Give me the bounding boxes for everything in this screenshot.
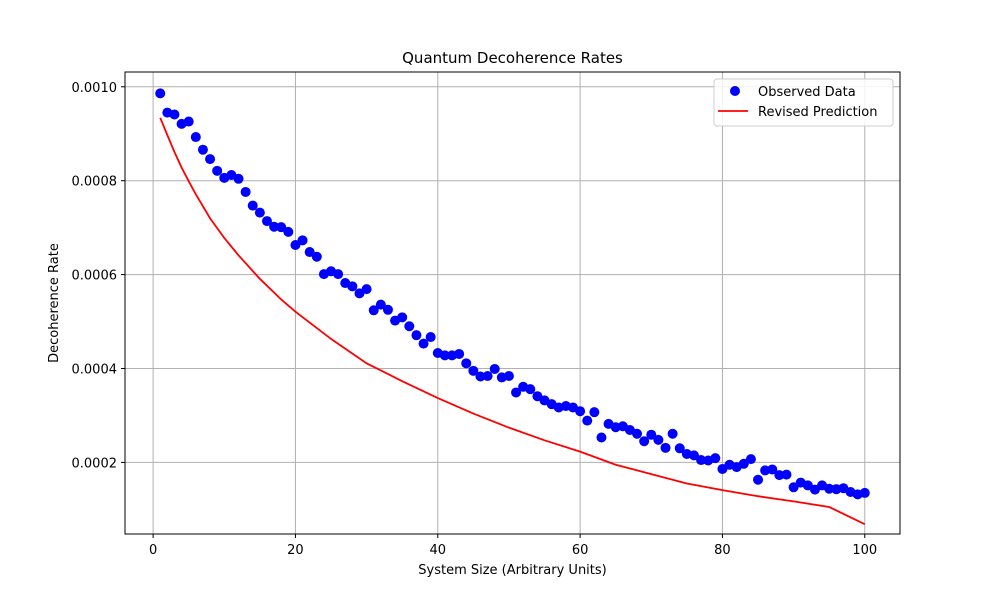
x-axis-label: System Size (Arbitrary Units) <box>418 563 607 578</box>
y-tick-label: 0.0002 <box>72 456 118 471</box>
legend: Observed Data Revised Prediction <box>713 78 894 127</box>
data-point <box>632 428 643 439</box>
data-point <box>304 247 315 258</box>
data-point <box>710 453 721 464</box>
data-point <box>503 371 514 382</box>
plot-area-background <box>125 72 900 534</box>
data-point <box>311 251 322 262</box>
data-point <box>688 450 699 461</box>
data-point <box>347 281 358 292</box>
x-tick-label: 100 <box>852 543 877 558</box>
data-point <box>461 358 472 369</box>
x-tick-label: 20 <box>287 543 304 558</box>
data-point <box>418 338 429 349</box>
data-point <box>646 429 657 440</box>
data-point <box>197 144 208 155</box>
data-point <box>247 200 258 211</box>
x-tick-label: 40 <box>430 543 447 558</box>
data-point <box>276 222 287 233</box>
data-point <box>439 350 450 361</box>
data-point <box>468 365 479 376</box>
data-point <box>368 305 379 316</box>
chart-title: Quantum Decoherence Rates <box>402 49 623 67</box>
data-point <box>155 88 166 99</box>
data-point <box>190 132 201 143</box>
data-point <box>753 474 764 485</box>
data-point <box>859 487 870 498</box>
legend-label-revised-prediction: Revised Prediction <box>758 105 878 120</box>
data-point <box>233 173 244 184</box>
data-point <box>475 371 486 382</box>
x-tick-label: 60 <box>572 543 589 558</box>
data-point <box>582 415 593 426</box>
data-point <box>596 432 607 443</box>
data-point <box>738 458 749 469</box>
data-point <box>254 207 265 218</box>
data-point <box>183 116 194 127</box>
data-point <box>781 469 792 480</box>
data-point <box>639 436 650 447</box>
data-point <box>653 434 664 445</box>
data-point <box>404 321 415 332</box>
data-point <box>525 384 536 395</box>
data-point <box>482 371 493 382</box>
data-point <box>788 482 799 493</box>
data-point <box>361 284 372 295</box>
data-point <box>205 154 216 165</box>
data-point <box>382 304 393 315</box>
plot-frame <box>124 71 901 535</box>
data-point <box>767 464 778 475</box>
data-point <box>425 332 436 343</box>
data-point <box>411 330 422 341</box>
data-point <box>660 442 671 453</box>
legend-label-observed-data: Observed Data <box>758 85 856 100</box>
data-point <box>375 299 386 310</box>
y-axis-label: Decoherence Rate <box>47 243 62 363</box>
data-point <box>290 240 301 251</box>
series-layer <box>155 88 870 525</box>
data-point <box>511 387 522 398</box>
y-tick-label: 0.0010 <box>72 81 118 96</box>
axis-ticks: 0 20 40 60 80 100 0.0002 0.0004 0.0006 0.0008 0.00… <box>72 81 878 558</box>
data-point <box>297 235 308 246</box>
data-point <box>774 470 785 481</box>
data-point <box>212 165 223 176</box>
y-tick-label: 0.0008 <box>72 175 118 190</box>
data-point <box>489 363 500 374</box>
data-point <box>240 186 251 197</box>
x-tick-label: 0 <box>149 543 157 558</box>
y-tick-label: 0.0006 <box>72 269 118 284</box>
data-point <box>454 348 465 359</box>
x-tick-label: 80 <box>714 543 731 558</box>
data-point <box>575 406 586 417</box>
data-point <box>696 455 707 466</box>
legend-marker-observed-data <box>730 86 740 96</box>
prediction-line <box>159 117 866 525</box>
data-point <box>261 216 272 227</box>
data-point <box>283 226 294 237</box>
y-tick-label: 0.0004 <box>72 362 118 377</box>
data-point <box>397 312 408 323</box>
data-point <box>589 407 600 418</box>
legend-frame <box>713 78 894 127</box>
data-point <box>745 454 756 465</box>
data-point <box>169 109 180 120</box>
data-point <box>824 483 835 494</box>
data-point <box>674 443 685 454</box>
data-point <box>269 221 280 232</box>
data-point <box>333 269 344 280</box>
data-point <box>667 428 678 439</box>
